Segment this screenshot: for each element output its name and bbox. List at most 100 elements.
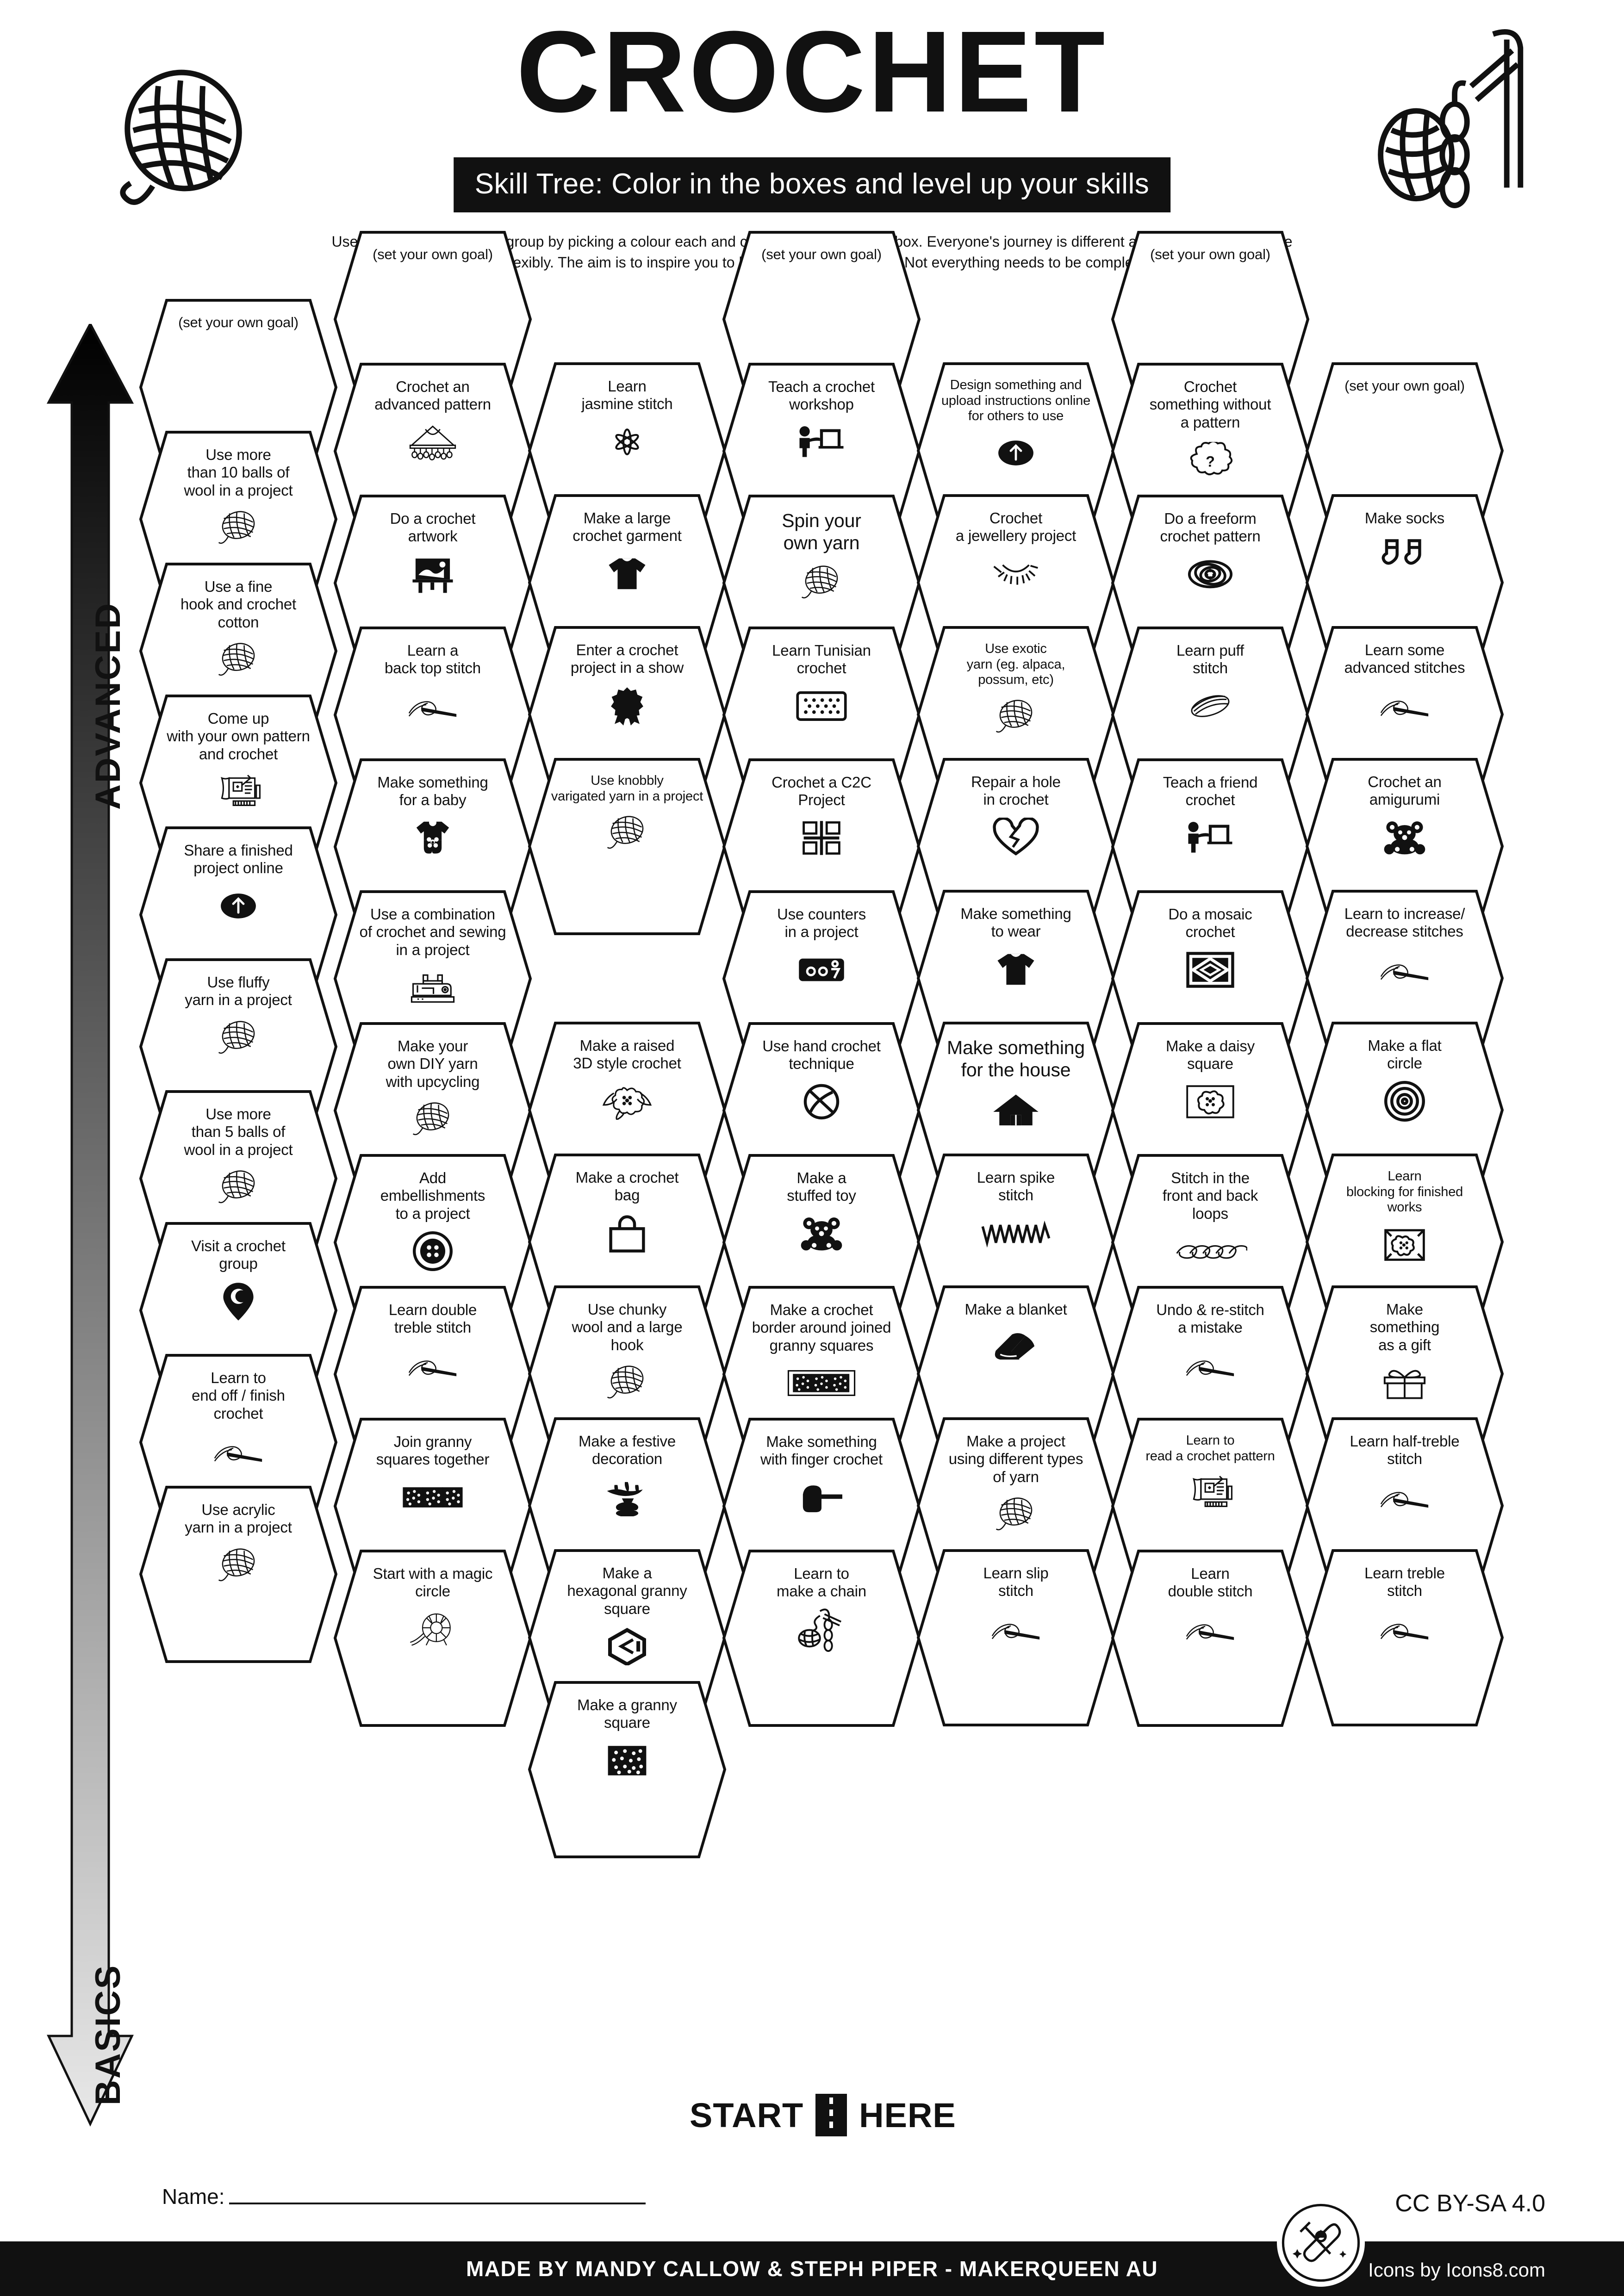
zigzag-icon <box>981 1210 1051 1256</box>
road-icon <box>815 2094 847 2136</box>
daisy-square-icon <box>1186 1079 1235 1125</box>
skill-hex-c3-r4[interactable]: Use knobbly varigated yarn in a project <box>528 757 727 936</box>
no-hook-icon <box>802 1079 841 1125</box>
yarn-ball-icon <box>799 559 844 606</box>
skill-label: Learn jasmine stitch <box>581 378 673 413</box>
teddy-icon <box>1382 814 1427 861</box>
skill-hex-c2-r11[interactable]: Start with a magic circle <box>333 1549 532 1727</box>
skill-hex-c7-r10[interactable]: Learn treble stitch <box>1305 1549 1504 1727</box>
hook-stitch-icon <box>211 1428 266 1474</box>
upload-circle-icon <box>997 430 1034 476</box>
yarn-ball-left-icon <box>111 69 264 210</box>
skill-label: Make a hexagonal granny square <box>567 1564 687 1617</box>
bag-icon <box>606 1210 648 1256</box>
name-input-rule[interactable] <box>229 2202 646 2204</box>
skill-label: Use more than 10 balls of wool in a proj… <box>184 446 293 499</box>
bordered-squares-icon <box>787 1360 856 1406</box>
pattern-paper-icon <box>216 769 261 815</box>
skill-hex-c4-r11[interactable]: Learn to make a chain <box>722 1549 921 1727</box>
yarn-ball-icon <box>411 1096 455 1142</box>
skill-label: Teach a crochet workshop <box>768 378 875 413</box>
teacher-board-icon <box>1185 815 1235 861</box>
skill-label: Crochet a C2C Project <box>772 774 871 809</box>
skill-label: Learn to end off / finish crochet <box>192 1369 285 1422</box>
skill-label: Learn to increase/ decrease stitches <box>1344 905 1465 940</box>
skill-label: Enter a crochet project in a show <box>570 641 684 676</box>
freeform-rose-icon <box>1187 551 1233 597</box>
progression-axis: ADVANCED BASICS <box>44 321 141 2128</box>
skill-label: Learn slip stitch <box>983 1564 1049 1600</box>
skill-hex-c1-r10[interactable]: Use acrylic yarn in a project <box>139 1485 338 1663</box>
skill-label: Repair a hole in crochet <box>971 773 1061 808</box>
skill-label: Learn double stitch <box>1168 1565 1253 1600</box>
skill-label: Make something to wear <box>960 905 1071 940</box>
festive-tree-icon <box>603 1474 652 1520</box>
skill-label: Learn half-treble stitch <box>1350 1433 1460 1468</box>
skill-label: Spin your own yarn <box>782 510 861 553</box>
broken-heart-icon <box>993 814 1039 861</box>
skill-label: Start with a magic circle <box>373 1565 493 1600</box>
footer-credit: MADE BY MANDY CALLOW & STEPH PIPER - MAK… <box>466 2257 1158 2281</box>
thought-question-icon: ? <box>1185 437 1236 483</box>
skill-hex-c5-r10[interactable]: Learn slip stitch <box>916 1549 1115 1727</box>
socks-icon <box>1381 533 1429 579</box>
yarn-ball-icon <box>605 1359 649 1406</box>
skill-label: Use acrylic yarn in a project <box>185 1501 292 1536</box>
skill-label: Learn Tunisian crochet <box>772 642 871 677</box>
award-rosette-icon <box>606 683 648 729</box>
skill-label: Make a crochet bag <box>575 1169 679 1204</box>
skill-hex-c6-r11[interactable]: Learn double stitch <box>1111 1549 1310 1727</box>
flower-3d-icon <box>602 1078 652 1124</box>
teacher-board-icon <box>796 419 846 465</box>
skill-label: Visit a crochet group <box>191 1237 286 1272</box>
subtitle-banner: Skill Tree: Color in the boxes and level… <box>453 157 1171 212</box>
pattern-paper-icon <box>1188 1470 1232 1516</box>
skill-label: Make your own DIY yarn with upcycling <box>386 1037 480 1090</box>
skill-label: Crochet a jewellery project <box>955 509 1076 545</box>
skill-label: Learn to read a crochet pattern <box>1145 1433 1275 1464</box>
skill-hex-c3-r11[interactable]: Make a granny square <box>528 1681 727 1859</box>
yarn-ball-icon <box>994 694 1038 740</box>
skill-label: Use counters in a project <box>777 906 866 941</box>
hook-stitch-icon <box>1377 946 1432 993</box>
skill-label: Teach a friend crochet <box>1163 774 1258 809</box>
skill-label: Make something for the house <box>946 1037 1085 1080</box>
skill-label: Do a freeform crochet pattern <box>1160 510 1261 545</box>
skill-label: Make a granny square <box>577 1696 677 1731</box>
map-pin-icon <box>222 1278 255 1325</box>
skill-label: Add embellishments to a project <box>380 1169 485 1222</box>
skill-label: (set your own goal) <box>1150 246 1270 262</box>
license-text: CC BY-SA 4.0 <box>1395 2190 1545 2217</box>
puff-icon <box>1188 683 1232 729</box>
icon-credit-text: Icons by Icons8.com <box>1368 2259 1545 2281</box>
blanket-icon <box>991 1324 1040 1370</box>
yarn-ball-icon <box>994 1491 1038 1538</box>
flat-circle-icon <box>1383 1078 1426 1124</box>
magic-circle-icon <box>407 1606 458 1652</box>
skill-label: Make a blanket <box>964 1301 1067 1318</box>
teddy-icon <box>799 1210 844 1257</box>
hook-stitch-icon <box>1377 1474 1432 1520</box>
skill-label: Use a combination of crochet and sewing … <box>359 906 506 958</box>
skill-label: Share a finished project online <box>184 842 293 877</box>
hook-stitch-icon <box>1183 1606 1238 1652</box>
start-word: START <box>690 2096 804 2135</box>
hook-stitch-icon <box>1377 683 1432 729</box>
skill-label: Make a festive decoration <box>579 1433 676 1468</box>
skill-label: Learn treble stitch <box>1364 1564 1445 1600</box>
blocking-icon <box>1382 1221 1427 1267</box>
here-word: HERE <box>859 2096 956 2135</box>
baby-onesie-icon <box>411 815 455 861</box>
name-field[interactable]: Name: <box>162 2184 646 2209</box>
upload-circle-icon <box>220 883 257 929</box>
hook-stitch-icon <box>1183 1342 1238 1389</box>
crochet-hook-yarn-right-icon <box>1374 23 1541 210</box>
skill-label: Do a mosaic crochet <box>1168 906 1252 941</box>
skill-label: Make socks <box>1364 509 1445 527</box>
hook-stitch-icon <box>1377 1606 1432 1652</box>
skill-label: Learn a back top stitch <box>385 642 481 677</box>
hexagon-icon <box>606 1623 648 1669</box>
three-squares-icon <box>403 1474 463 1520</box>
